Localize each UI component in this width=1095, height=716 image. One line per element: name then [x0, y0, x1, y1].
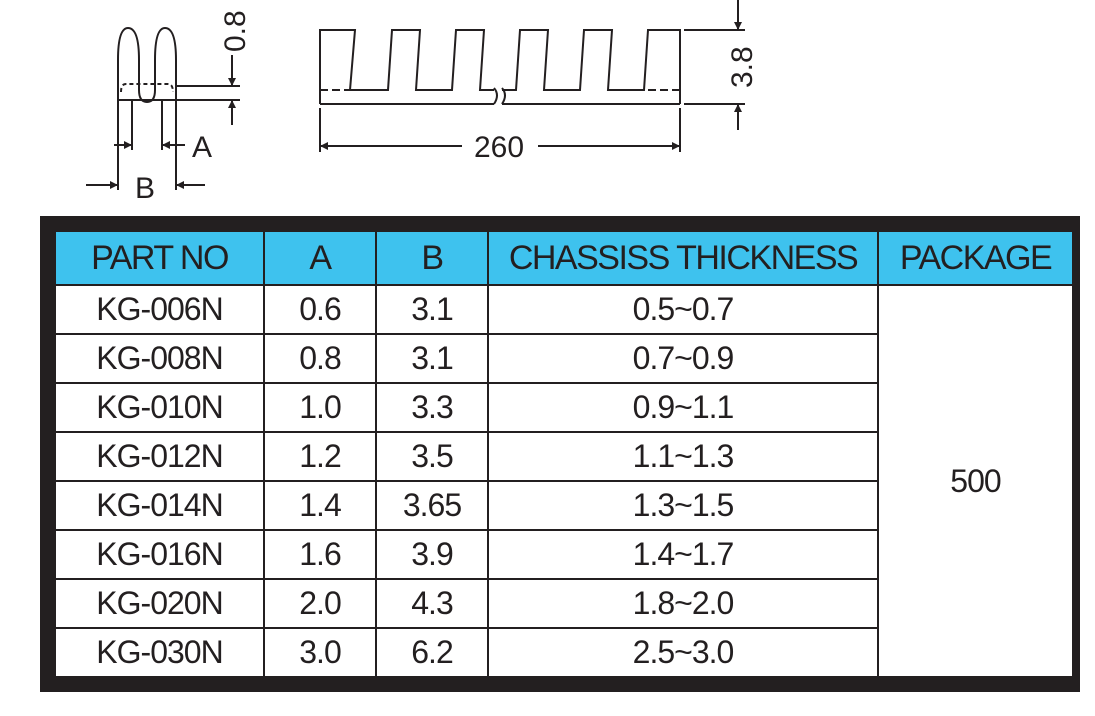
cell-thickness: 1.4~1.7 — [487, 529, 879, 580]
cell-b: 3.5 — [375, 431, 489, 482]
table-row: KG-010N 1.0 3.3 0.9~1.1 — [54, 382, 1073, 433]
cell-b: 3.65 — [375, 480, 489, 531]
header-package: PACKAGE — [877, 230, 1074, 286]
cell-part: KG-030N — [54, 627, 265, 678]
cell-thickness: 0.5~0.7 — [487, 284, 879, 335]
header-a: A — [263, 230, 377, 286]
cell-a: 1.2 — [263, 431, 377, 482]
cell-part: KG-006N — [54, 284, 265, 335]
cell-part: KG-014N — [54, 480, 265, 531]
header-row: PART NO A B CHASSISS THICKNESS PACKAGE — [54, 230, 1074, 286]
table-row: KG-016N 1.6 3.9 1.4~1.7 — [54, 529, 1073, 580]
cell-b: 3.3 — [375, 382, 489, 433]
cell-thickness: 0.7~0.9 — [487, 333, 879, 384]
spec-table-grid: PART NO A B CHASSISS THICKNESS PACKAGE K… — [54, 230, 1074, 678]
cell-thickness: 1.1~1.3 — [487, 431, 879, 482]
spec-table: PART NO A B CHASSISS THICKNESS PACKAGE K… — [40, 216, 1080, 692]
side-profile — [86, 26, 240, 190]
header-part-no: PART NO — [54, 230, 265, 286]
cell-b: 4.3 — [375, 578, 489, 629]
cell-part: KG-010N — [54, 382, 265, 433]
cell-a: 1.6 — [263, 529, 377, 580]
dim-length: 260 — [474, 131, 524, 164]
dim-top: 0.8 — [219, 10, 252, 52]
header-b: B — [375, 230, 489, 286]
cell-a: 2.0 — [263, 578, 377, 629]
table-row: KG-020N 2.0 4.3 1.8~2.0 — [54, 578, 1073, 629]
cell-part: KG-016N — [54, 529, 265, 580]
cell-package: 500 — [877, 284, 1074, 678]
table-row: KG-006N 0.6 3.1 0.5~0.7 500 — [54, 284, 1074, 678]
table-row: KG-012N 1.2 3.5 1.1~1.3 — [54, 431, 1073, 482]
cell-thickness: 1.3~1.5 — [487, 480, 879, 531]
cell-a: 1.0 — [263, 382, 377, 433]
table-row: KG-014N 1.4 3.65 1.3~1.5 — [54, 480, 1073, 531]
cell-b: 6.2 — [375, 627, 489, 678]
table-row: KG-008N 0.8 3.1 0.7~0.9 — [54, 333, 1073, 384]
cell-part: KG-012N — [54, 431, 265, 482]
cell-a: 0.8 — [263, 333, 377, 384]
cell-a: 1.4 — [263, 480, 377, 531]
label-b: B — [135, 172, 155, 205]
table-row: KG-030N 3.0 6.2 2.5~3.0 — [54, 627, 1073, 678]
cell-b: 3.1 — [375, 284, 489, 335]
cell-a: 0.6 — [263, 284, 377, 335]
technical-drawing: A B 260 0.8 3.8 — [86, 0, 759, 205]
label-a: A — [192, 131, 212, 164]
dim-height: 3.8 — [726, 46, 759, 88]
cell-b: 3.9 — [375, 529, 489, 580]
cell-thickness: 2.5~3.0 — [487, 627, 879, 678]
header-thickness: CHASSISS THICKNESS — [487, 230, 879, 286]
front-view — [319, 0, 745, 152]
cell-thickness: 0.9~1.1 — [487, 382, 879, 433]
cell-b: 3.1 — [375, 333, 489, 384]
cell-part: KG-020N — [54, 578, 265, 629]
cell-thickness: 1.8~2.0 — [487, 578, 879, 629]
cell-a: 3.0 — [263, 627, 377, 678]
cell-part: KG-008N — [54, 333, 265, 384]
